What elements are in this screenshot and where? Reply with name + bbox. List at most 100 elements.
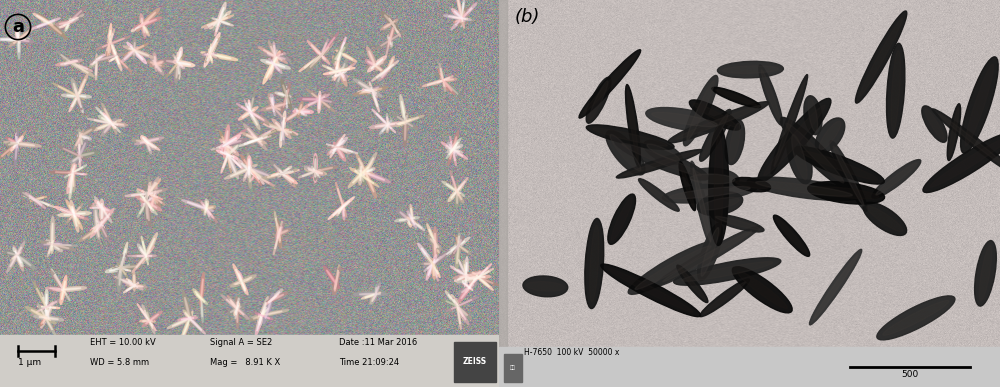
Ellipse shape xyxy=(66,171,78,175)
Ellipse shape xyxy=(460,272,484,277)
Ellipse shape xyxy=(101,203,103,219)
Ellipse shape xyxy=(377,65,392,79)
Bar xyxy=(0,335,499,387)
Ellipse shape xyxy=(306,48,328,72)
Ellipse shape xyxy=(272,98,274,109)
Ellipse shape xyxy=(176,61,183,67)
Ellipse shape xyxy=(41,21,54,24)
Ellipse shape xyxy=(95,200,107,213)
Ellipse shape xyxy=(224,133,242,146)
Ellipse shape xyxy=(60,209,89,220)
Ellipse shape xyxy=(113,265,142,270)
Ellipse shape xyxy=(75,89,81,108)
Ellipse shape xyxy=(150,196,154,211)
Ellipse shape xyxy=(246,166,255,173)
Ellipse shape xyxy=(71,207,76,219)
Ellipse shape xyxy=(46,287,69,291)
Ellipse shape xyxy=(336,58,347,86)
Ellipse shape xyxy=(271,94,274,111)
Ellipse shape xyxy=(47,244,71,245)
Ellipse shape xyxy=(205,205,209,217)
Ellipse shape xyxy=(217,140,237,148)
Ellipse shape xyxy=(141,236,148,265)
Ellipse shape xyxy=(38,14,67,38)
Ellipse shape xyxy=(337,50,342,63)
Ellipse shape xyxy=(407,211,416,228)
Ellipse shape xyxy=(342,200,345,220)
Ellipse shape xyxy=(431,259,438,281)
Ellipse shape xyxy=(221,140,231,149)
Ellipse shape xyxy=(216,16,221,32)
Ellipse shape xyxy=(146,190,150,199)
Ellipse shape xyxy=(0,38,25,41)
Ellipse shape xyxy=(73,83,79,100)
Ellipse shape xyxy=(471,274,493,283)
Ellipse shape xyxy=(273,42,276,61)
Ellipse shape xyxy=(464,264,467,278)
Ellipse shape xyxy=(208,19,222,27)
Ellipse shape xyxy=(140,14,146,37)
Ellipse shape xyxy=(343,204,344,216)
Ellipse shape xyxy=(456,298,461,329)
Ellipse shape xyxy=(93,204,113,212)
Ellipse shape xyxy=(451,300,472,309)
Ellipse shape xyxy=(248,132,263,144)
Ellipse shape xyxy=(454,11,462,19)
Ellipse shape xyxy=(251,170,262,185)
Ellipse shape xyxy=(250,98,253,113)
Ellipse shape xyxy=(278,230,288,235)
Ellipse shape xyxy=(205,54,214,55)
Ellipse shape xyxy=(243,164,258,175)
Ellipse shape xyxy=(221,146,231,173)
Ellipse shape xyxy=(270,98,274,110)
Ellipse shape xyxy=(118,255,123,292)
Ellipse shape xyxy=(925,109,944,139)
Ellipse shape xyxy=(358,82,377,93)
Ellipse shape xyxy=(273,50,277,64)
Ellipse shape xyxy=(249,93,254,118)
Ellipse shape xyxy=(152,62,164,65)
Ellipse shape xyxy=(635,246,711,289)
Ellipse shape xyxy=(199,200,217,223)
Ellipse shape xyxy=(12,254,18,259)
Ellipse shape xyxy=(404,113,408,127)
Ellipse shape xyxy=(248,166,250,175)
Ellipse shape xyxy=(384,15,396,27)
Ellipse shape xyxy=(371,62,384,72)
Ellipse shape xyxy=(211,17,226,24)
Ellipse shape xyxy=(223,151,230,168)
Ellipse shape xyxy=(67,95,86,97)
Ellipse shape xyxy=(8,143,18,145)
Ellipse shape xyxy=(89,53,123,63)
Ellipse shape xyxy=(57,279,66,293)
Ellipse shape xyxy=(804,96,822,135)
Ellipse shape xyxy=(223,138,237,146)
Ellipse shape xyxy=(244,138,262,144)
Ellipse shape xyxy=(143,196,151,209)
Ellipse shape xyxy=(338,42,344,60)
Ellipse shape xyxy=(178,317,197,320)
Ellipse shape xyxy=(205,199,208,212)
Ellipse shape xyxy=(405,115,407,125)
Ellipse shape xyxy=(450,171,460,201)
Ellipse shape xyxy=(176,47,182,68)
Ellipse shape xyxy=(336,140,341,147)
Ellipse shape xyxy=(335,62,338,76)
Ellipse shape xyxy=(216,2,226,30)
Ellipse shape xyxy=(63,148,83,158)
Ellipse shape xyxy=(251,173,256,181)
Ellipse shape xyxy=(275,92,291,97)
Ellipse shape xyxy=(145,137,151,154)
Ellipse shape xyxy=(201,297,202,317)
Ellipse shape xyxy=(333,201,350,216)
Ellipse shape xyxy=(105,116,113,126)
Ellipse shape xyxy=(216,151,239,159)
Ellipse shape xyxy=(97,221,103,226)
Ellipse shape xyxy=(220,139,239,156)
Ellipse shape xyxy=(76,91,79,102)
Ellipse shape xyxy=(248,159,250,182)
Ellipse shape xyxy=(321,43,327,57)
Ellipse shape xyxy=(37,15,49,23)
Ellipse shape xyxy=(679,162,696,211)
Ellipse shape xyxy=(146,186,150,203)
